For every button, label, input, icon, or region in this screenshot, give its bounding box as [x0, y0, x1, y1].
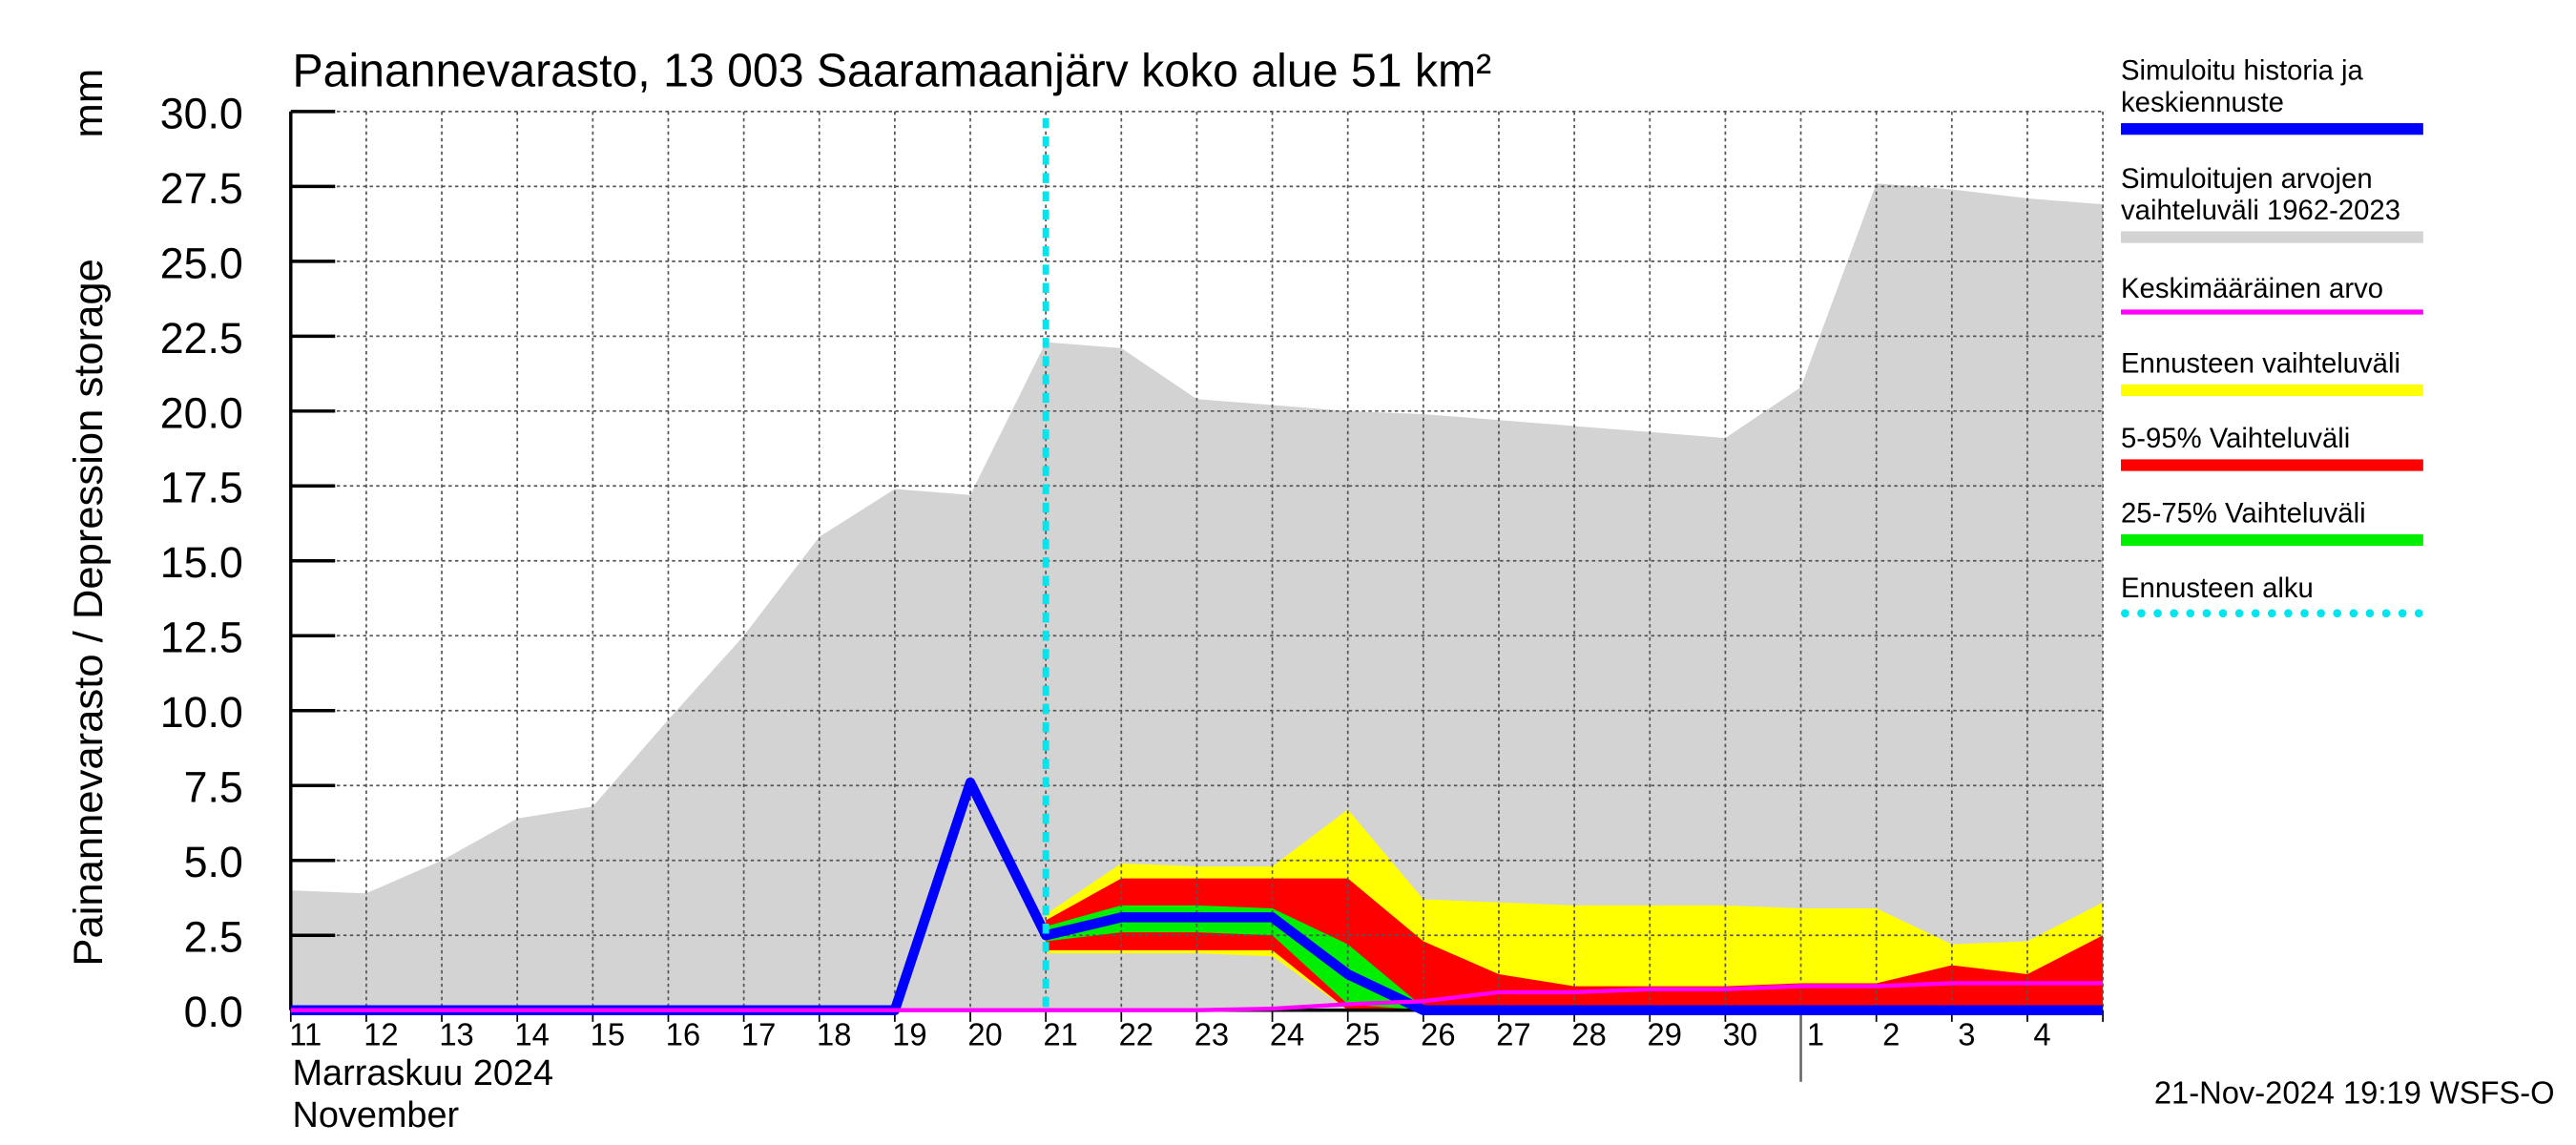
footer: 21-Nov-2024 19:19 WSFS-O: [2154, 1074, 2555, 1110]
legend-swatch: [2121, 459, 2423, 471]
x-tick-label: 11: [289, 1016, 322, 1051]
legend-item: Ennusteen alku: [2121, 572, 2449, 618]
y-tick-label: 2.5: [184, 912, 243, 961]
x-tick-label: 3: [1958, 1016, 1975, 1051]
x-tick-label: 12: [364, 1016, 398, 1051]
legend-label: Ennusteen vaihteluväli: [2121, 347, 2400, 380]
x-tick-label: 28: [1571, 1016, 1606, 1051]
y-tick-label: 22.5: [160, 314, 243, 363]
legend-swatch: [2121, 231, 2423, 243]
legend-label: 25-75% Vaihteluväli: [2121, 497, 2366, 530]
legend-swatch: [2121, 309, 2423, 315]
x-axis-label: Marraskuu 2024: [293, 1052, 554, 1093]
x-tick-label: 25: [1345, 1016, 1380, 1051]
y-tick-label: 7.5: [184, 762, 243, 811]
legend-item: Keskimääräinen arvo: [2121, 273, 2449, 315]
legend-label: Simuloitu historia ja keskiennuste: [2121, 54, 2363, 118]
y-axis-unit: mm: [66, 69, 112, 138]
x-tick-label: 4: [2033, 1016, 2050, 1051]
x-tick-label: 29: [1648, 1016, 1682, 1051]
legend-swatch: [2121, 384, 2423, 397]
series-line: [290, 981, 2104, 1012]
x-tick-label: 2: [1882, 1016, 1900, 1051]
y-axis-label: Painannevarasto / Depression storage: [66, 259, 112, 966]
x-tick-label: 18: [817, 1016, 851, 1051]
x-tick-label: 22: [1119, 1016, 1153, 1051]
x-tick-label: 13: [439, 1016, 473, 1051]
y-tick-label: 15.0: [160, 538, 243, 587]
legend-label: Keskimääräinen arvo: [2121, 273, 2384, 305]
legend-label: Simuloitujen arvojen vaihteluväli 1962-2…: [2121, 162, 2400, 227]
legend-label: Ennusteen alku: [2121, 572, 2314, 605]
x-tick-label: 14: [515, 1016, 550, 1051]
x-tick-label: 16: [666, 1016, 700, 1051]
x-tick-label: 20: [967, 1016, 1002, 1051]
legend-item: Ennusteen vaihteluväli: [2121, 348, 2449, 397]
x-tick-label: 24: [1270, 1016, 1304, 1051]
x-tick-label: 17: [741, 1016, 776, 1051]
legend-swatch: [2121, 533, 2423, 547]
x-tick-label: 26: [1421, 1016, 1455, 1051]
range-band: [1046, 905, 2104, 1010]
legend-swatch: [2121, 123, 2423, 135]
x-tick-label: 21: [1043, 1016, 1077, 1051]
legend-item: Simuloitu historia ja keskiennuste: [2121, 55, 2449, 135]
legend-item: 5-95% Vaihteluväli: [2121, 423, 2449, 471]
x-tick-label: 19: [892, 1016, 926, 1051]
y-tick-label: 17.5: [160, 463, 243, 511]
range-band: [290, 183, 2104, 1010]
y-tick-label: 12.5: [160, 613, 243, 661]
x-tick-label: 23: [1195, 1016, 1229, 1051]
x-tick-label: 27: [1496, 1016, 1530, 1051]
legend-item: 25-75% Vaihteluväli: [2121, 498, 2449, 547]
y-tick-label: 27.5: [160, 164, 243, 213]
legend-label: 5-95% Vaihteluväli: [2121, 423, 2351, 455]
range-band: [1046, 878, 2104, 1010]
x-tick-label: 1: [1807, 1016, 1824, 1051]
y-tick-label: 10.0: [160, 688, 243, 737]
x-axis-label: November: [293, 1094, 460, 1135]
y-tick-label: 20.0: [160, 388, 243, 437]
y-tick-label: 5.0: [184, 838, 243, 886]
legend-swatch: [2121, 609, 2423, 618]
legend-item: Simuloitujen arvojen vaihteluväli 1962-2…: [2121, 163, 2449, 243]
y-tick-label: 30.0: [160, 89, 243, 137]
x-tick-label: 30: [1723, 1016, 1757, 1051]
y-tick-label: 25.0: [160, 239, 243, 287]
x-tick-label: 15: [591, 1016, 625, 1051]
chart-title: Painannevarasto, 13 003 Saaramaanjärv ko…: [293, 45, 1492, 96]
y-tick-label: 0.0: [184, 988, 243, 1036]
